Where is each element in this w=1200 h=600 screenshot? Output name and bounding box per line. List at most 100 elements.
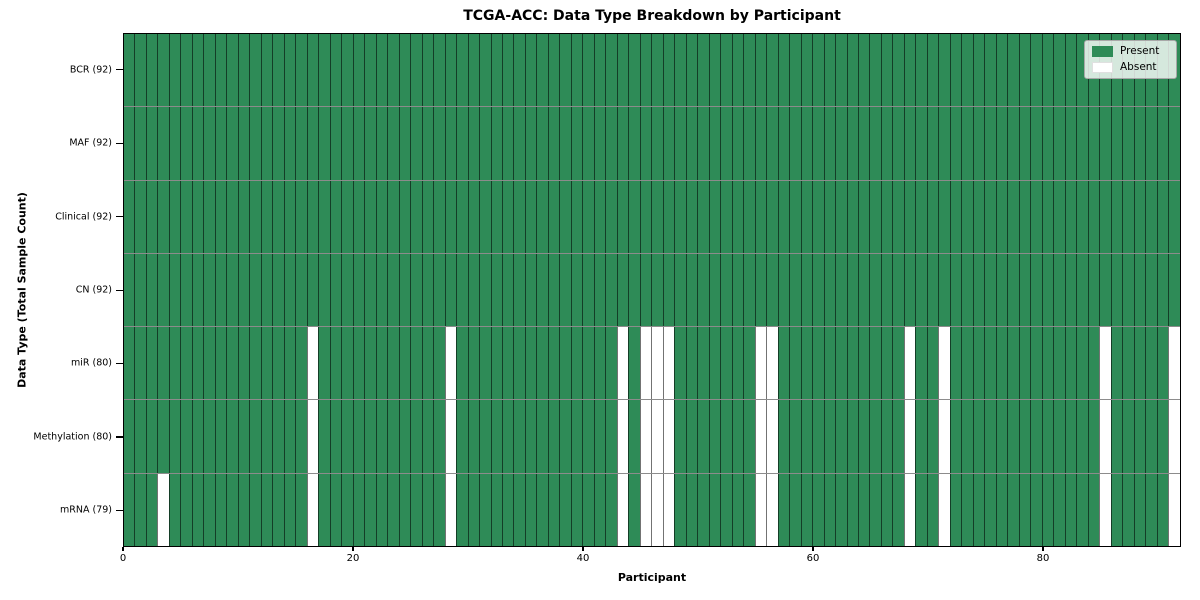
heatmap-cell xyxy=(1064,34,1077,107)
heatmap-cell xyxy=(938,253,950,327)
heatmap-cell xyxy=(903,400,916,473)
heatmap-cell xyxy=(272,34,284,107)
heatmap-cell xyxy=(295,107,307,180)
heatmap-cell xyxy=(536,34,548,107)
heatmap-cell xyxy=(582,180,594,253)
heatmap-cell xyxy=(835,253,847,327)
heatmap-cell xyxy=(1133,107,1146,180)
heatmap-cell xyxy=(720,327,732,400)
heatmap-cell xyxy=(1041,34,1054,107)
heatmap-cell xyxy=(421,327,434,400)
heatmap-cell xyxy=(593,107,606,180)
heatmap-cell xyxy=(949,107,962,180)
heatmap-cell xyxy=(249,327,261,400)
heatmap-cell xyxy=(685,180,698,253)
heatmap-cell xyxy=(456,180,468,253)
heatmap-cell xyxy=(789,400,801,473)
heatmap-cell xyxy=(961,327,973,400)
heatmap-cell xyxy=(364,400,376,473)
heatmap-cell xyxy=(559,107,571,180)
heatmap-cell xyxy=(421,400,434,473)
heatmap-cell xyxy=(743,473,755,546)
heatmap-cell xyxy=(651,107,663,180)
heatmap-cell xyxy=(249,400,261,473)
heatmap-cell xyxy=(777,107,790,180)
heatmap-cell xyxy=(835,327,847,400)
heatmap-cell xyxy=(858,327,870,400)
heatmap-cell xyxy=(536,400,548,473)
heatmap-cell xyxy=(318,473,330,546)
heatmap-cell xyxy=(651,327,663,400)
heatmap-cell xyxy=(1168,473,1180,546)
y-tick-mark xyxy=(116,509,123,511)
heatmap-cell xyxy=(375,253,388,327)
heatmap-cell xyxy=(582,473,594,546)
heatmap-cell xyxy=(1110,253,1123,327)
heatmap-cell xyxy=(789,473,801,546)
heatmap-row xyxy=(124,252,1180,327)
heatmap-cell xyxy=(157,253,169,327)
heatmap-row xyxy=(124,472,1180,546)
x-tick-label: 60 xyxy=(806,553,820,564)
heatmap-cell xyxy=(972,253,985,327)
heatmap-cell xyxy=(329,400,342,473)
heatmap-cell xyxy=(846,107,858,180)
heatmap-cell xyxy=(501,34,514,107)
heatmap-cell xyxy=(766,34,778,107)
heatmap-cell xyxy=(433,253,445,327)
heatmap-cell xyxy=(639,473,652,546)
heatmap-cell xyxy=(513,107,525,180)
heatmap-cell xyxy=(295,180,307,253)
heatmap-cell xyxy=(157,107,169,180)
legend: Present Absent xyxy=(1084,40,1177,79)
heatmap-cell xyxy=(559,473,571,546)
y-axis-title: Data Type (Total Sample Count) xyxy=(15,192,29,388)
heatmap-cell xyxy=(1122,107,1134,180)
heatmap-cell xyxy=(168,253,181,327)
heatmap-cell xyxy=(685,327,698,400)
heatmap-cell xyxy=(651,400,663,473)
heatmap-cell xyxy=(949,180,962,253)
heatmap-cell xyxy=(570,34,583,107)
heatmap-cell xyxy=(456,34,468,107)
heatmap-cell xyxy=(444,473,457,546)
heatmap-cell xyxy=(892,180,904,253)
heatmap-cell xyxy=(720,400,732,473)
heatmap-cell xyxy=(272,400,284,473)
heatmap-cell xyxy=(513,180,525,253)
heatmap-cell xyxy=(777,473,790,546)
heatmap-cell xyxy=(387,180,399,253)
heatmap-cell xyxy=(1076,253,1088,327)
heatmap-cell xyxy=(766,327,778,400)
heatmap-cell xyxy=(1041,107,1054,180)
heatmap-cell xyxy=(1133,400,1146,473)
heatmap-cell xyxy=(972,107,985,180)
heatmap-cell xyxy=(766,473,778,546)
heatmap-cell xyxy=(456,327,468,400)
heatmap-cell xyxy=(157,473,169,546)
heatmap-cell xyxy=(180,34,192,107)
heatmap-cell xyxy=(1122,253,1134,327)
heatmap-cell xyxy=(214,34,227,107)
heatmap-cell xyxy=(421,107,434,180)
heatmap-row xyxy=(124,106,1180,180)
heatmap-cell xyxy=(237,107,250,180)
heatmap-cell xyxy=(1018,34,1031,107)
heatmap-cell xyxy=(1041,327,1054,400)
heatmap-cell xyxy=(329,327,342,400)
heatmap-cell xyxy=(754,473,767,546)
heatmap-cell xyxy=(524,180,537,253)
heatmap-cell xyxy=(1133,180,1146,253)
heatmap-cell xyxy=(490,34,502,107)
y-tick-mark xyxy=(116,289,123,291)
heatmap-cell xyxy=(479,400,491,473)
heatmap-cell xyxy=(421,253,434,327)
heatmap-cell xyxy=(949,327,962,400)
heatmap-cell xyxy=(410,180,422,253)
heatmap-cell xyxy=(306,34,319,107)
heatmap-cell xyxy=(501,473,514,546)
heatmap-cell xyxy=(260,473,273,546)
heatmap-cell xyxy=(1030,400,1042,473)
heatmap-cell xyxy=(352,253,365,327)
heatmap-cell xyxy=(674,400,686,473)
